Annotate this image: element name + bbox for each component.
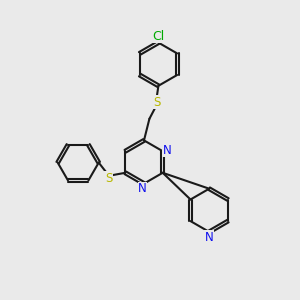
Text: Cl: Cl — [152, 29, 164, 43]
Text: N: N — [138, 182, 147, 196]
Text: N: N — [205, 231, 214, 244]
Text: S: S — [153, 96, 160, 109]
Text: N: N — [163, 144, 172, 157]
Text: S: S — [105, 172, 112, 185]
